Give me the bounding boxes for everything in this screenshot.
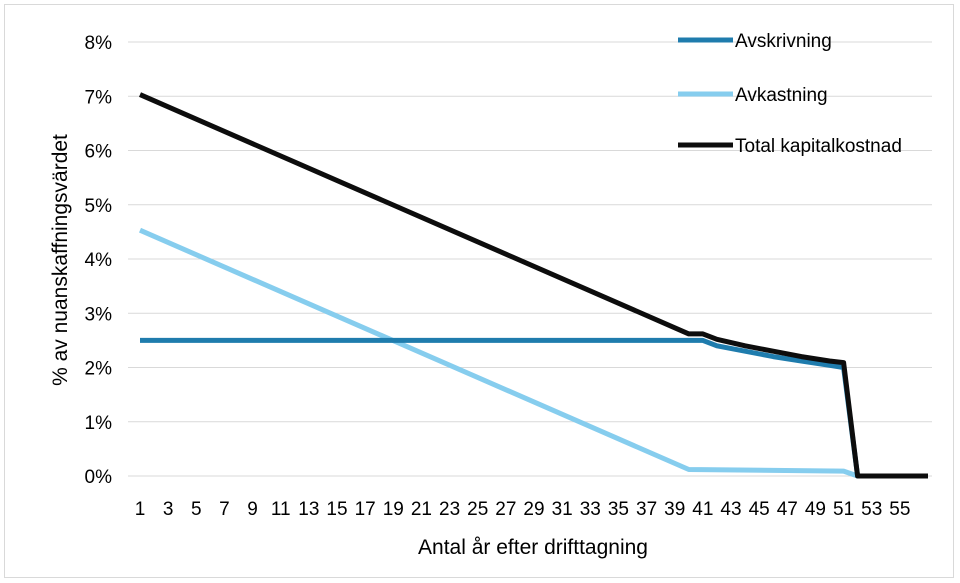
chart-frame	[4, 4, 954, 578]
y-tick-label: 6%	[85, 142, 113, 163]
x-tick-label: 51	[833, 499, 854, 520]
series-lines	[139, 92, 928, 479]
x-tick-label: 37	[636, 499, 657, 520]
legend-label: Avkastning	[735, 85, 828, 106]
x-tick-label: 1	[135, 499, 146, 520]
y-tick-label: 0%	[85, 467, 113, 488]
y-tick-label: 4%	[85, 250, 113, 271]
x-tick-label: 33	[580, 499, 601, 520]
x-tick-label: 7	[219, 499, 230, 520]
y-axis-ticks: 0% 1% 2% 3% 4% 5% 6% 7% 8%	[85, 33, 113, 488]
x-tick-label: 21	[411, 499, 432, 520]
x-axis-ticks: 1 3 5 7 9 11 13 15 17 19 21 23 25 27 29 31 33 35 37 39 41 43 4…	[135, 499, 911, 520]
x-tick-label: 25	[467, 499, 488, 520]
x-tick-label: 11	[271, 499, 291, 520]
x-tick-label: 43	[720, 499, 741, 520]
x-tick-label: 15	[326, 499, 347, 520]
x-tick-label: 17	[355, 499, 376, 520]
y-tick-label: 2%	[85, 359, 113, 380]
x-tick-label: 41	[692, 499, 713, 520]
x-tick-label: 9	[247, 499, 258, 520]
x-tick-label: 31	[552, 499, 573, 520]
x-tick-label: 23	[439, 499, 460, 520]
x-axis-title: Antal år efter drifttagning	[418, 536, 648, 559]
legend-label: Avskrivning	[735, 31, 832, 52]
series-line-total-kapitalkostnad	[139, 92, 928, 479]
y-tick-label: 8%	[85, 33, 113, 54]
x-tick-label: 45	[749, 499, 770, 520]
y-tick-label: 5%	[85, 196, 113, 217]
x-tick-label: 53	[861, 499, 882, 520]
x-tick-label: 39	[664, 499, 685, 520]
x-tick-label: 29	[523, 499, 544, 520]
x-tick-label: 19	[383, 499, 404, 520]
x-tick-label: 5	[191, 499, 202, 520]
x-tick-label: 49	[805, 499, 826, 520]
x-tick-label: 55	[889, 499, 910, 520]
y-tick-label: 3%	[85, 304, 113, 325]
gridlines	[128, 41, 932, 477]
x-tick-label: 47	[777, 499, 798, 520]
y-tick-label: 1%	[85, 413, 113, 434]
y-tick-label: 7%	[85, 87, 113, 108]
y-axis-title: % av nuanskaffningsvärdet	[49, 134, 72, 386]
legend: Avskrivning Avkastning Total kapitalkostna…	[678, 31, 902, 157]
x-tick-label: 3	[163, 499, 174, 520]
legend-label: Total kapitalkostnad	[735, 136, 902, 157]
x-tick-label: 35	[608, 499, 629, 520]
x-tick-label: 13	[298, 499, 319, 520]
series-line-avskrivning	[140, 337, 928, 479]
x-tick-label: 27	[495, 499, 516, 520]
